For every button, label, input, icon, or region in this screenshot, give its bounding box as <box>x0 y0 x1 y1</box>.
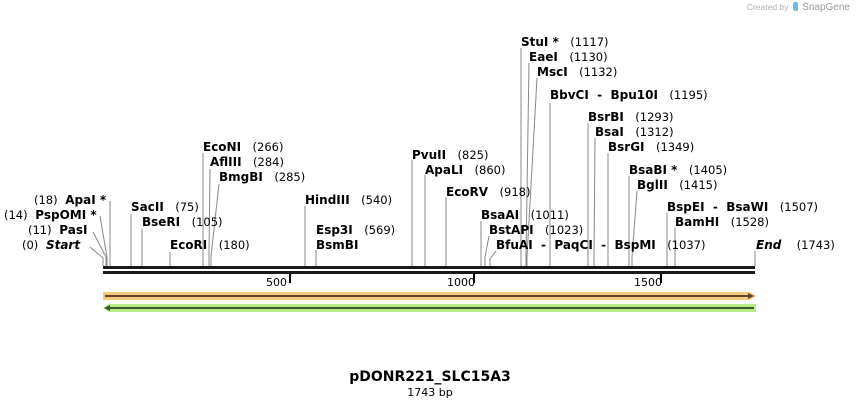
ruler-ticks <box>289 274 662 283</box>
site-eaei[interactable]: EaeI (1130) <box>529 50 608 64</box>
site-afliii[interactable]: AflIII (284) <box>210 155 284 169</box>
site-bseri[interactable]: BseRI (105) <box>142 215 223 229</box>
site-start[interactable]: (0) Start <box>22 238 81 252</box>
backbone-top-strand <box>103 266 755 269</box>
backbone-bottom-strand <box>103 271 755 274</box>
site-bamhi[interactable]: BamHI (1528) <box>675 215 769 229</box>
site-stui[interactable]: StuI * (1117) <box>521 35 609 49</box>
ruler-label-1500: 1500 <box>634 276 662 289</box>
site-msci[interactable]: MscI (1132) <box>537 65 618 79</box>
site-bsaai[interactable]: BsaAI (1011) <box>481 208 569 222</box>
credit-brand: SnapGene <box>802 2 850 13</box>
site-econi[interactable]: EcoNI (266) <box>203 140 284 154</box>
snapgene-logo-icon <box>792 2 798 11</box>
site-pasi[interactable]: (11) PasI <box>28 223 88 237</box>
site-bsrbi[interactable]: BsrBI (1293) <box>588 110 674 124</box>
ruler-label-500: 500 <box>266 276 287 289</box>
plasmid-length: 1743 bp <box>407 386 453 399</box>
site-leader-lines <box>89 48 756 266</box>
site-bsrgi[interactable]: BsrGI (1349) <box>608 140 695 154</box>
site-ecori[interactable]: EcoRI (180) <box>170 238 250 252</box>
site-bsabi[interactable]: BsaBI * (1405) <box>629 163 728 177</box>
site-hindiii[interactable]: HindIII (540) <box>305 193 393 207</box>
site-bfuai-paqci-bspmi[interactable]: BfuAI - PaqCI - BspMI (1037) <box>496 238 706 252</box>
site-apali[interactable]: ApaLI (860) <box>425 163 506 177</box>
site-bstapi[interactable]: BstAPI (1023) <box>489 223 584 237</box>
site-bsmbi[interactable]: BsmBI <box>316 238 359 252</box>
site-bbvci-bpu10i[interactable]: BbvCI - Bpu10I (1195) <box>550 88 708 102</box>
site-pspomi[interactable]: (14) PspOMI * <box>4 208 97 222</box>
snapgene-credit: Created by SnapGene <box>747 2 850 13</box>
site-bspei-bsawi[interactable]: BspEI - BsaWI (1507) <box>667 200 819 214</box>
plasmid-name: pDONR221_SLC15A3 <box>349 369 511 385</box>
site-ecorv[interactable]: EcoRV (918) <box>446 185 531 199</box>
site-bglii[interactable]: BglII (1415) <box>637 178 718 192</box>
forward-feature-arrow[interactable] <box>103 292 756 300</box>
site-pvuii[interactable]: PvuII (825) <box>412 148 489 162</box>
site-sacii[interactable]: SacII (75) <box>131 200 199 214</box>
ruler-label-1000: 1000 <box>447 276 475 289</box>
site-bsai[interactable]: BsaI (1312) <box>595 125 674 139</box>
credit-prefix: Created by <box>746 2 789 12</box>
site-apai[interactable]: (18) ApaI * <box>34 193 107 207</box>
site-bmgbi[interactable]: BmgBI (285) <box>219 170 306 184</box>
reverse-feature-arrow[interactable] <box>103 304 756 312</box>
site-end[interactable]: End (1743) <box>756 238 835 252</box>
site-esp3i[interactable]: Esp3I (569) <box>316 223 396 237</box>
